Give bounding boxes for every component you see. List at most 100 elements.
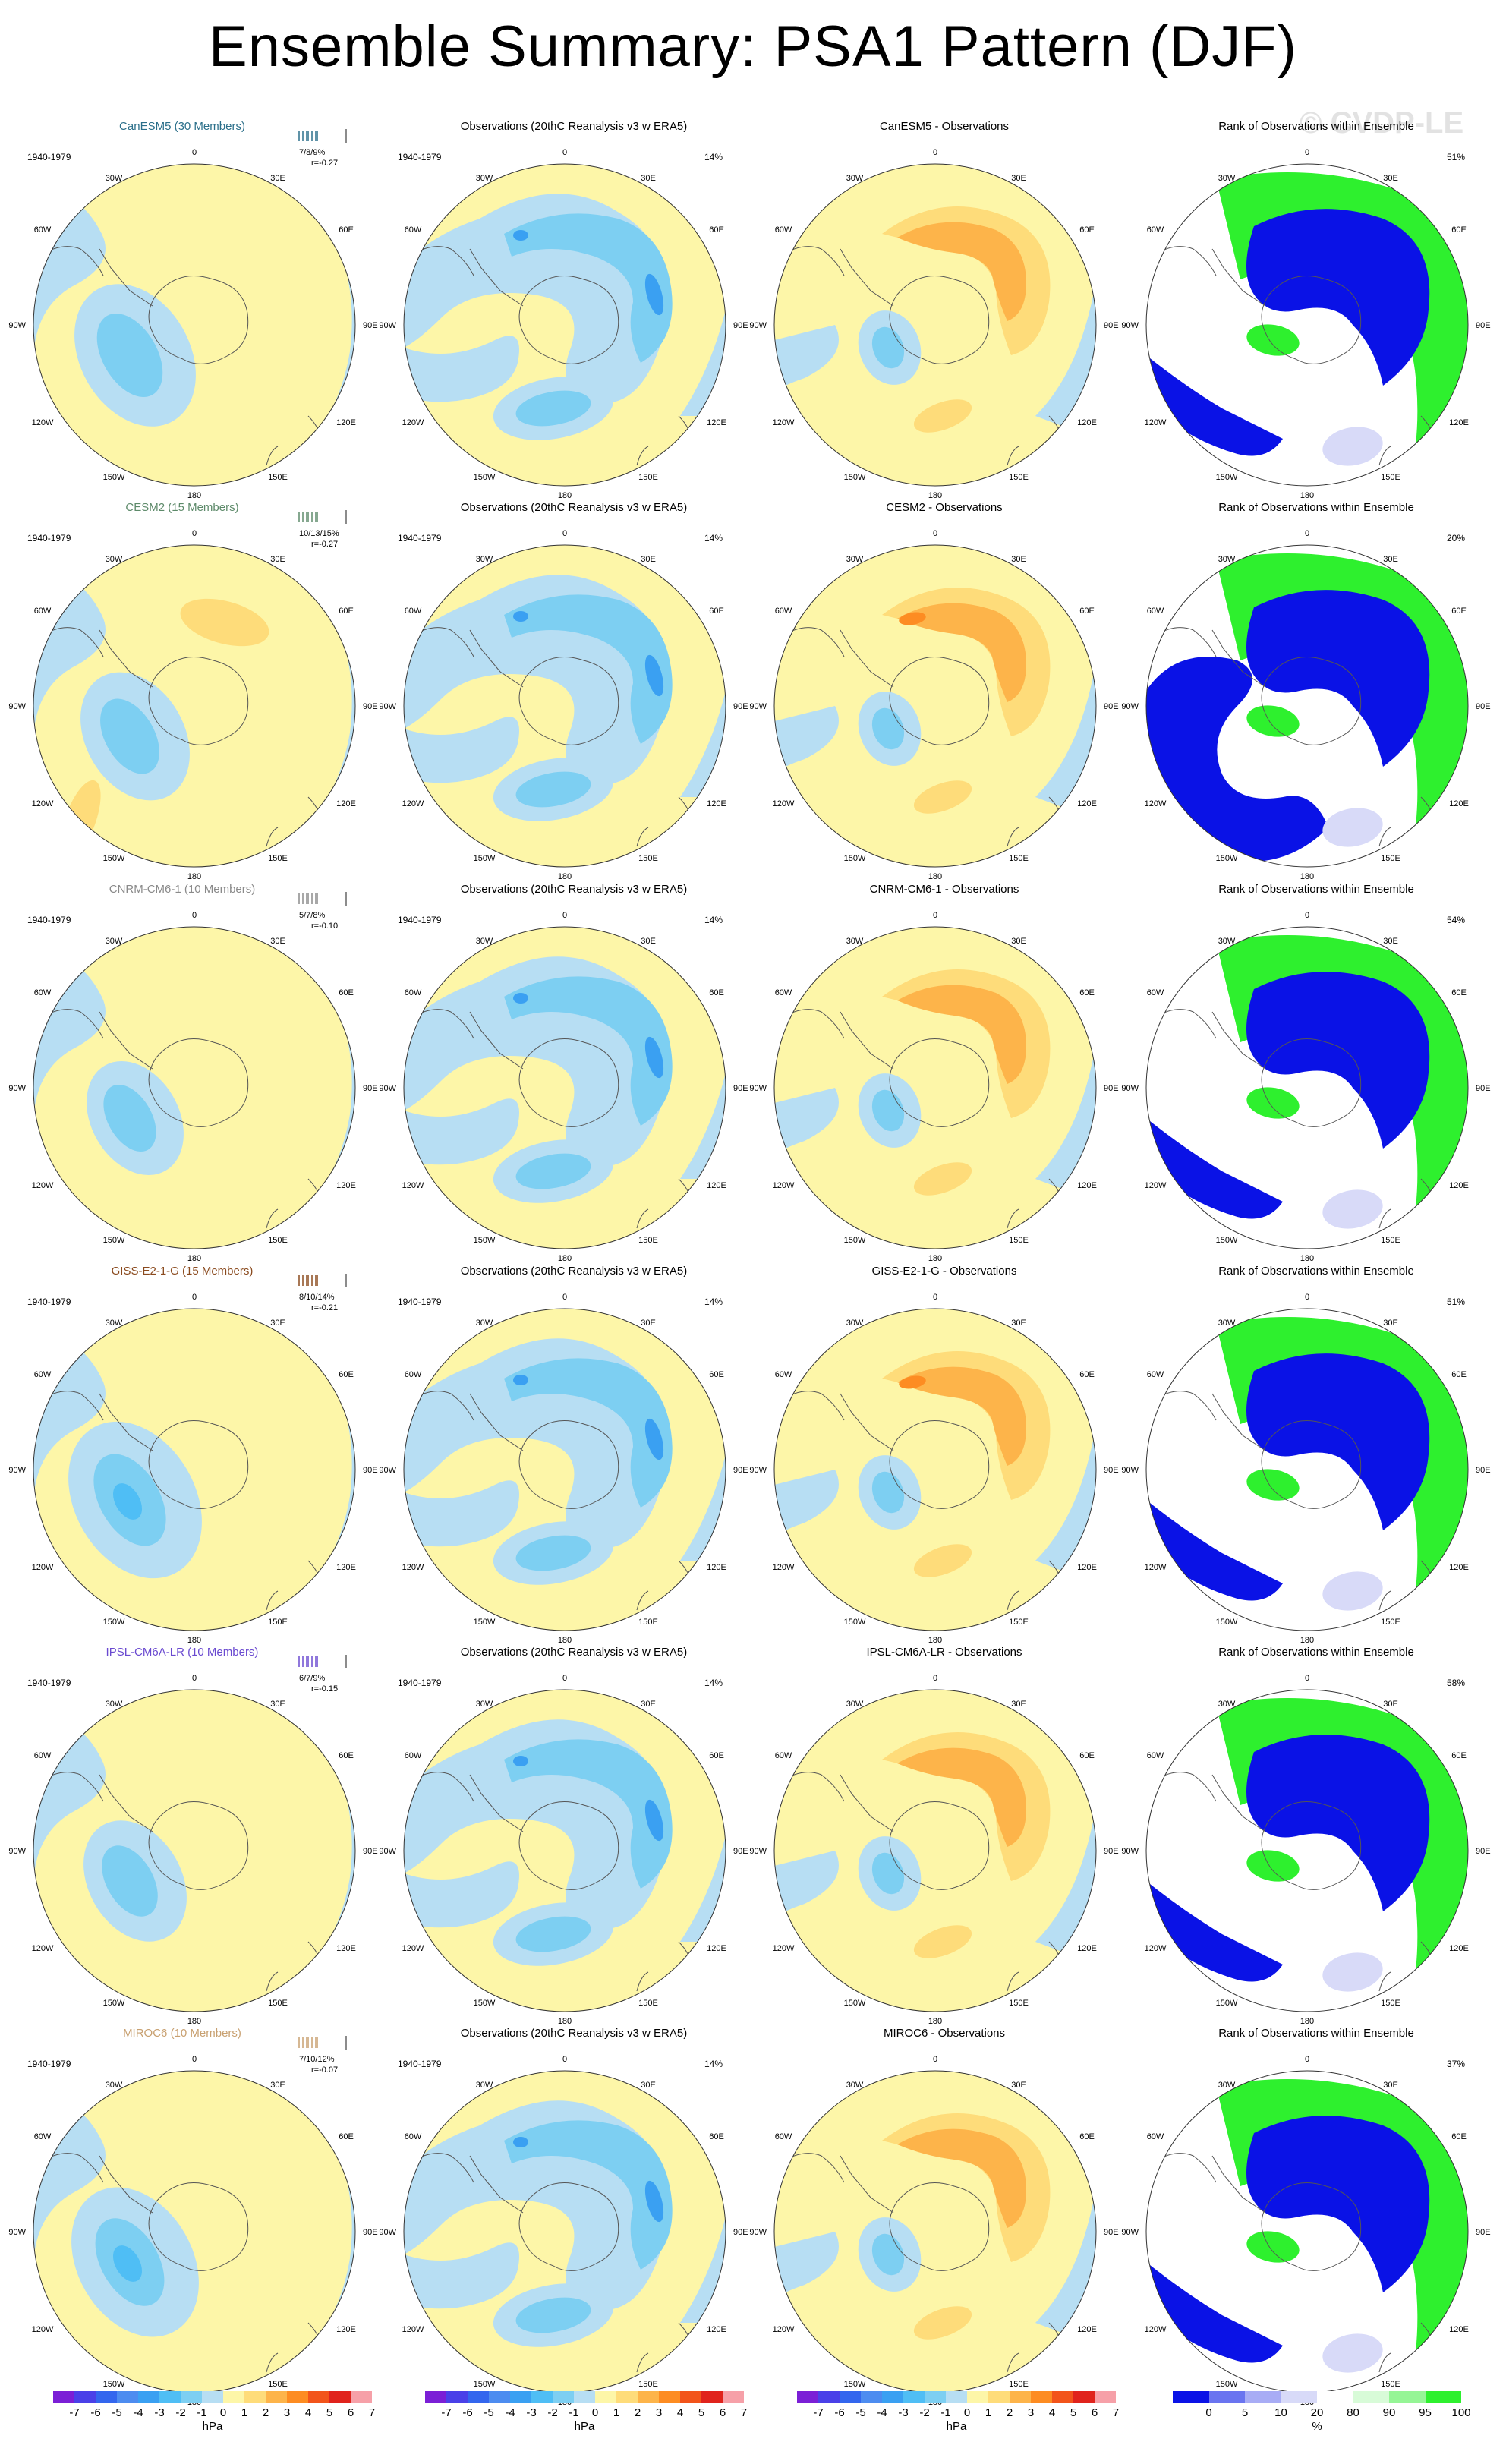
lon-label-bl: 150W	[474, 473, 496, 482]
lon-label-top: 0	[562, 529, 567, 538]
antarctica-coastline	[148, 2182, 249, 2271]
lon-label-ll: 120W	[773, 1181, 795, 1190]
atlantic-high	[180, 598, 269, 647]
rank-lavender-south	[1322, 808, 1383, 847]
lon-label-top_right: 30E	[1383, 555, 1398, 564]
member-tick-marks	[298, 510, 347, 524]
colorbar-swatch	[308, 2391, 329, 2403]
colorbar-tick-label: -2	[175, 2406, 186, 2419]
lon-label-ul: 60W	[405, 607, 422, 616]
colorbar-unit: hPa	[574, 2420, 595, 2433]
diff-south-high	[913, 2306, 972, 2340]
period-label: 1940-1979	[398, 915, 442, 925]
colorbar-tick-label: -3	[898, 2406, 909, 2419]
colorbar-tick-label: 90	[1382, 2406, 1396, 2419]
lon-label-right: 90E	[1476, 1847, 1491, 1856]
lon-label-right: 90E	[1476, 321, 1491, 330]
lon-label-top_left: 30W	[1218, 1319, 1236, 1328]
lon-label-ll: 120W	[32, 418, 54, 427]
rank-blue-sw	[1146, 1500, 1283, 1601]
lon-label-top_right: 30E	[1011, 937, 1026, 946]
panel-title: Observations (20thC Reanalysis v3 w ERA5…	[460, 1646, 688, 1659]
rank-percent: 58%	[1447, 1678, 1466, 1688]
antarctica-coastline	[148, 1420, 249, 1509]
antarctica-coastline	[889, 1420, 990, 1509]
antarctica-coastline	[1261, 1801, 1362, 1890]
rank-lavender-south	[1322, 1952, 1383, 1992]
lon-label-ur: 60E	[1079, 225, 1095, 235]
colorbar-swatch	[202, 2391, 223, 2403]
lon-label-left: 90W	[1121, 1084, 1139, 1093]
map-border	[403, 163, 726, 487]
colorbar-swatch	[1073, 2391, 1095, 2403]
lon-label-top: 0	[192, 1293, 197, 1302]
lon-label-ll: 120W	[402, 1181, 424, 1190]
colorbar-unit: %	[1312, 2420, 1322, 2433]
rank-percent: 54%	[1447, 915, 1466, 925]
colorbar-rank: 0 5 10 20 80 90 95 100%	[1173, 2391, 1471, 2452]
panel-title: IPSL-CM6A-LR - Observations	[866, 1646, 1022, 1659]
polar-map-obs: 0 30W 30E 60W 60E 90W 90E 120W 120E 150W 150E 180	[379, 911, 748, 1263]
pacific-low-center	[113, 1483, 142, 1520]
antarctica-coastline	[1261, 1038, 1362, 1127]
lon-label-lr: 120E	[707, 799, 726, 808]
colorbar-swatch	[701, 2391, 723, 2403]
lon-label-lr: 120E	[336, 1181, 356, 1190]
panel-model-3: GISS-E2-1-G (15 Members) 1940-1979 8/10/14…	[8, 1257, 386, 1645]
map-border	[773, 926, 1097, 1249]
panel-model-4: IPSL-CM6A-LR (10 Members) 1940-1979 6/7/9%…	[8, 1638, 386, 2026]
lon-label-lr: 120E	[707, 1944, 726, 1953]
colorbar-tick-label: 6	[1091, 2406, 1098, 2419]
rank-percent: 37%	[1447, 2059, 1466, 2069]
lon-label-ul: 60W	[775, 225, 792, 235]
lon-label-right: 90E	[1476, 702, 1491, 711]
colorbar-swatch	[723, 2391, 744, 2403]
lon-label-top_right: 30E	[641, 1319, 656, 1328]
lon-label-top_right: 30E	[1383, 937, 1398, 946]
lon-label-left: 90W	[379, 2228, 396, 2237]
rank-green-center	[1246, 2231, 1300, 2263]
lon-label-br: 150E	[268, 1999, 288, 2008]
antarctica-coastline	[889, 1801, 990, 1890]
lon-label-bottom: 180	[1300, 491, 1314, 500]
panel-model-0: CanESM5 (30 Members) 1940-1979 7/8/9% r=-0.…	[8, 112, 386, 500]
lon-label-left: 90W	[379, 1847, 396, 1856]
obs-blue-core	[504, 1739, 673, 1889]
panel-title: Observations (20thC Reanalysis v3 w ERA5…	[460, 883, 688, 896]
panel-diff-5: MIROC6 - Observations 0 30W 30E 60W 60E 90W 90E…	[749, 2019, 1126, 2407]
obs-low-center-1	[513, 993, 528, 1004]
lon-label-ll: 120W	[1145, 1563, 1167, 1572]
lon-label-lr: 120E	[336, 1563, 356, 1572]
pacific-low-core	[102, 1845, 158, 1917]
west-blue-band	[33, 2095, 106, 2393]
lon-label-bottom: 180	[558, 491, 572, 500]
lon-label-bl: 150W	[103, 1236, 125, 1245]
lon-label-top: 0	[562, 1293, 567, 1302]
lon-label-top: 0	[192, 529, 197, 538]
map-border	[33, 1308, 356, 1631]
lon-label-top_right: 30E	[270, 1319, 285, 1328]
lon-label-left: 90W	[379, 702, 396, 711]
lon-label-top_left: 30W	[476, 1319, 493, 1328]
lon-label-left: 90W	[379, 1084, 396, 1093]
lon-label-bl: 150W	[844, 854, 866, 863]
rank-green-center	[1246, 705, 1300, 737]
lon-label-ll: 120W	[1145, 418, 1167, 427]
lon-label-ur: 60E	[1451, 1370, 1467, 1379]
obs-low-center-2	[644, 654, 664, 697]
correlation-value: r=-0.27	[311, 540, 339, 549]
lon-label-bottom: 180	[187, 2017, 201, 2026]
lon-label-bottom: 180	[928, 872, 942, 881]
diff-high-center	[899, 1375, 926, 1389]
lon-label-top_right: 30E	[1011, 2081, 1026, 2090]
lon-label-top_left: 30W	[476, 555, 493, 564]
panel-title: Rank of Observations within Ensemble	[1218, 2027, 1414, 2040]
colorbar-swatch	[489, 2391, 510, 2403]
lon-label-top: 0	[933, 1293, 937, 1302]
colorbar-swatch	[903, 2391, 925, 2403]
map-border	[1145, 926, 1469, 1249]
lon-label-ul: 60W	[1147, 988, 1164, 997]
lon-label-bl: 150W	[474, 854, 496, 863]
lon-label-bottom: 180	[1300, 1636, 1314, 1645]
colorbar-swatch	[1031, 2391, 1052, 2403]
